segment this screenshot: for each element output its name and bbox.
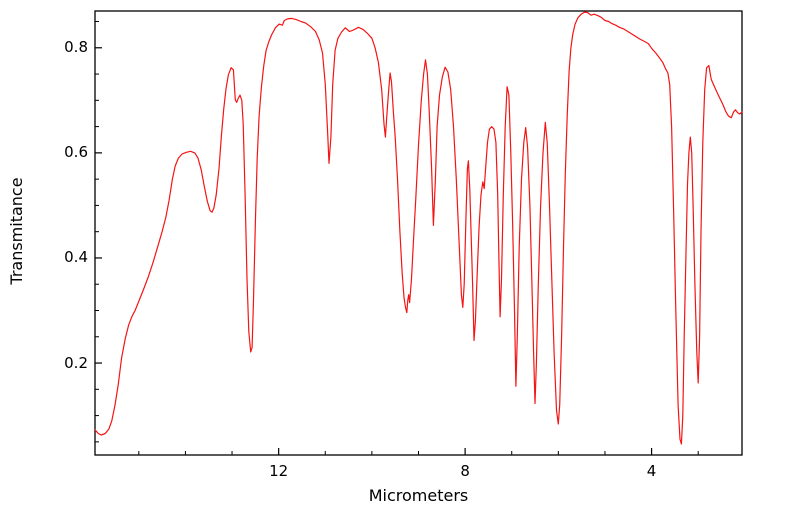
x-tick-label: 8 — [460, 462, 470, 480]
x-tick-label: 12 — [269, 462, 289, 480]
y-tick-label: 0.8 — [64, 38, 88, 57]
plot-frame — [94, 10, 743, 456]
y-tick-label: 0.4 — [64, 248, 88, 267]
y-tick-label: 0.6 — [64, 143, 88, 162]
x-axis-title: Micrometers — [368, 486, 469, 505]
spectrum-line — [94, 11, 743, 445]
y-tick-label: 0.2 — [64, 353, 88, 372]
y-axis-title: Transmitance — [7, 177, 26, 285]
x-tick-label: 4 — [646, 462, 657, 480]
